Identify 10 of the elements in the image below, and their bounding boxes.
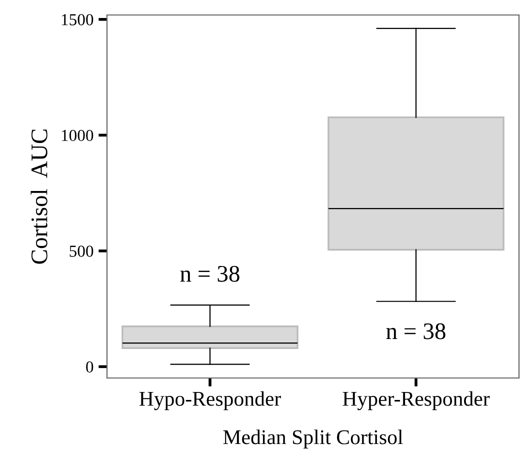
annotation: n = 38 xyxy=(386,323,446,340)
y-tick-label: 0 xyxy=(86,361,94,373)
x-tick-label: Hypo-Responder xyxy=(139,391,281,410)
y-tick-label: 500 xyxy=(70,246,94,257)
y-tick-label: 1000 xyxy=(62,130,94,142)
x-tick-label: Hyper-Responder xyxy=(342,391,490,410)
x-axis-title: Median Split Cortisol xyxy=(223,430,403,448)
y-axis-title: Cortisol AUC xyxy=(30,130,48,264)
y-tick-label: 1500 xyxy=(62,14,94,26)
annotation: n = 38 xyxy=(180,266,240,282)
